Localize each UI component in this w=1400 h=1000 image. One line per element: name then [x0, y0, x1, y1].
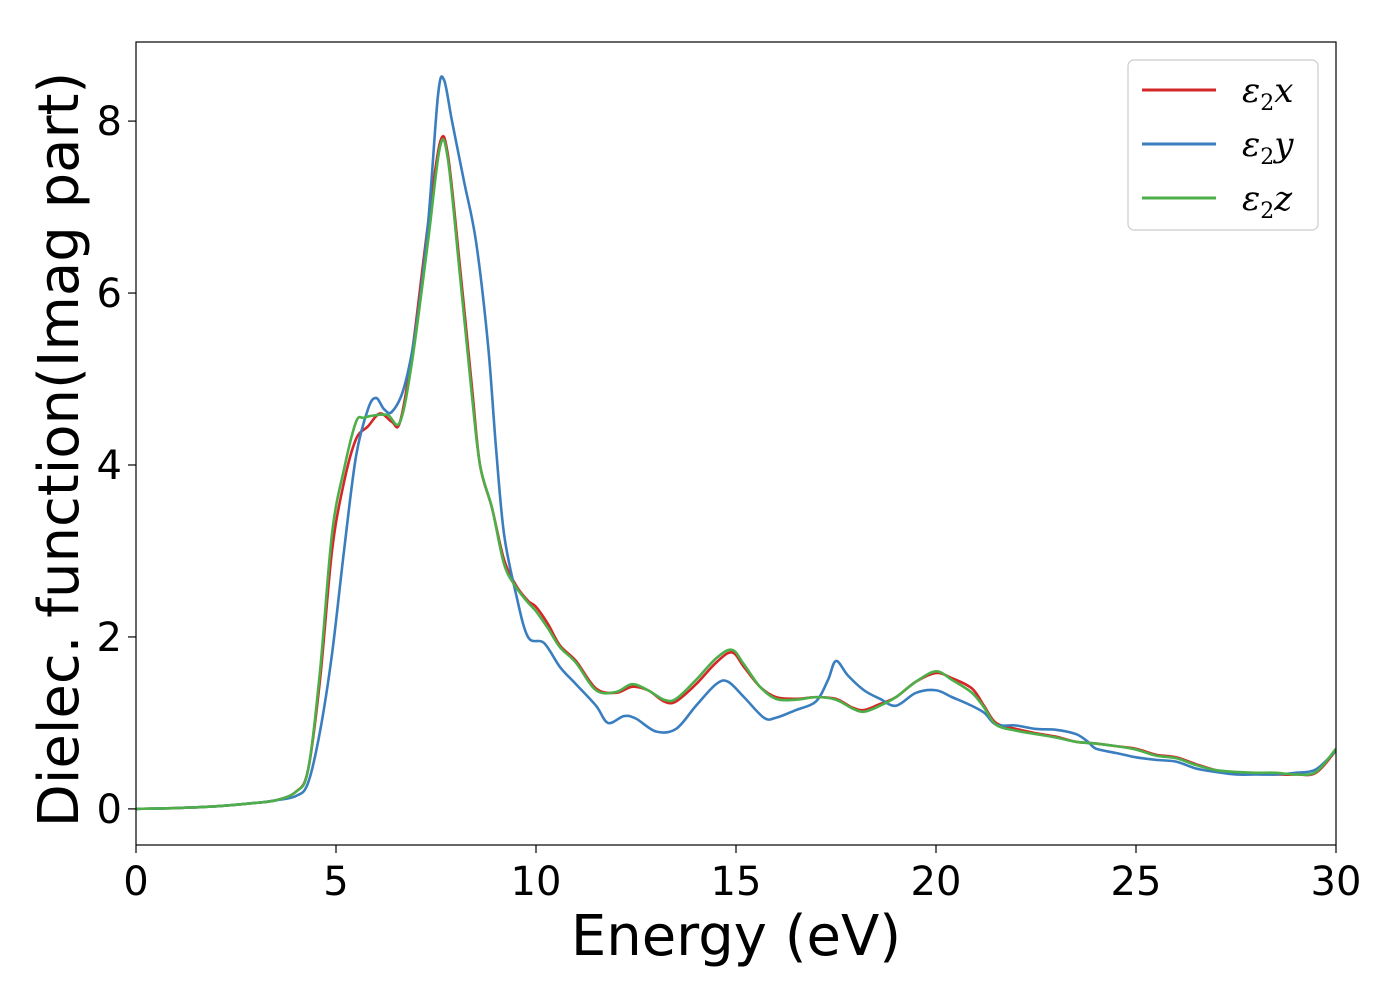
y-axis-label: Dielec. function(Imag part): [27, 72, 92, 828]
y-tick-label: 6: [97, 271, 122, 317]
x-axis-label: Energy (eV): [571, 904, 901, 969]
y-tick-label: 8: [97, 99, 122, 145]
x-axis: 0 5 10 15 20 25 30: [123, 845, 1361, 905]
x-tick-label: 10: [511, 859, 562, 905]
y-tick-label: 0: [97, 787, 122, 833]
legend-box: [1127, 59, 1319, 231]
x-tick-label: 20: [911, 859, 962, 905]
legend-entry-z: ε2z: [1242, 179, 1293, 224]
y-tick-label: 2: [97, 615, 122, 661]
x-tick-label: 5: [323, 859, 348, 905]
y-tick-label: 4: [97, 443, 122, 489]
legend-entry-y: ε2y: [1242, 125, 1294, 170]
legend-entry-x: ε2x: [1242, 71, 1293, 116]
y-axis: 0 2 4 6 8: [97, 99, 136, 833]
x-tick-label: 30: [1311, 859, 1362, 905]
series-line-z: [136, 138, 1336, 811]
legend: ε2x ε2y ε2z: [1127, 59, 1319, 231]
x-tick-label: 0: [123, 859, 148, 905]
series-layer: [136, 75, 1336, 811]
x-tick-label: 25: [1111, 859, 1162, 905]
x-tick-label: 15: [711, 859, 762, 905]
